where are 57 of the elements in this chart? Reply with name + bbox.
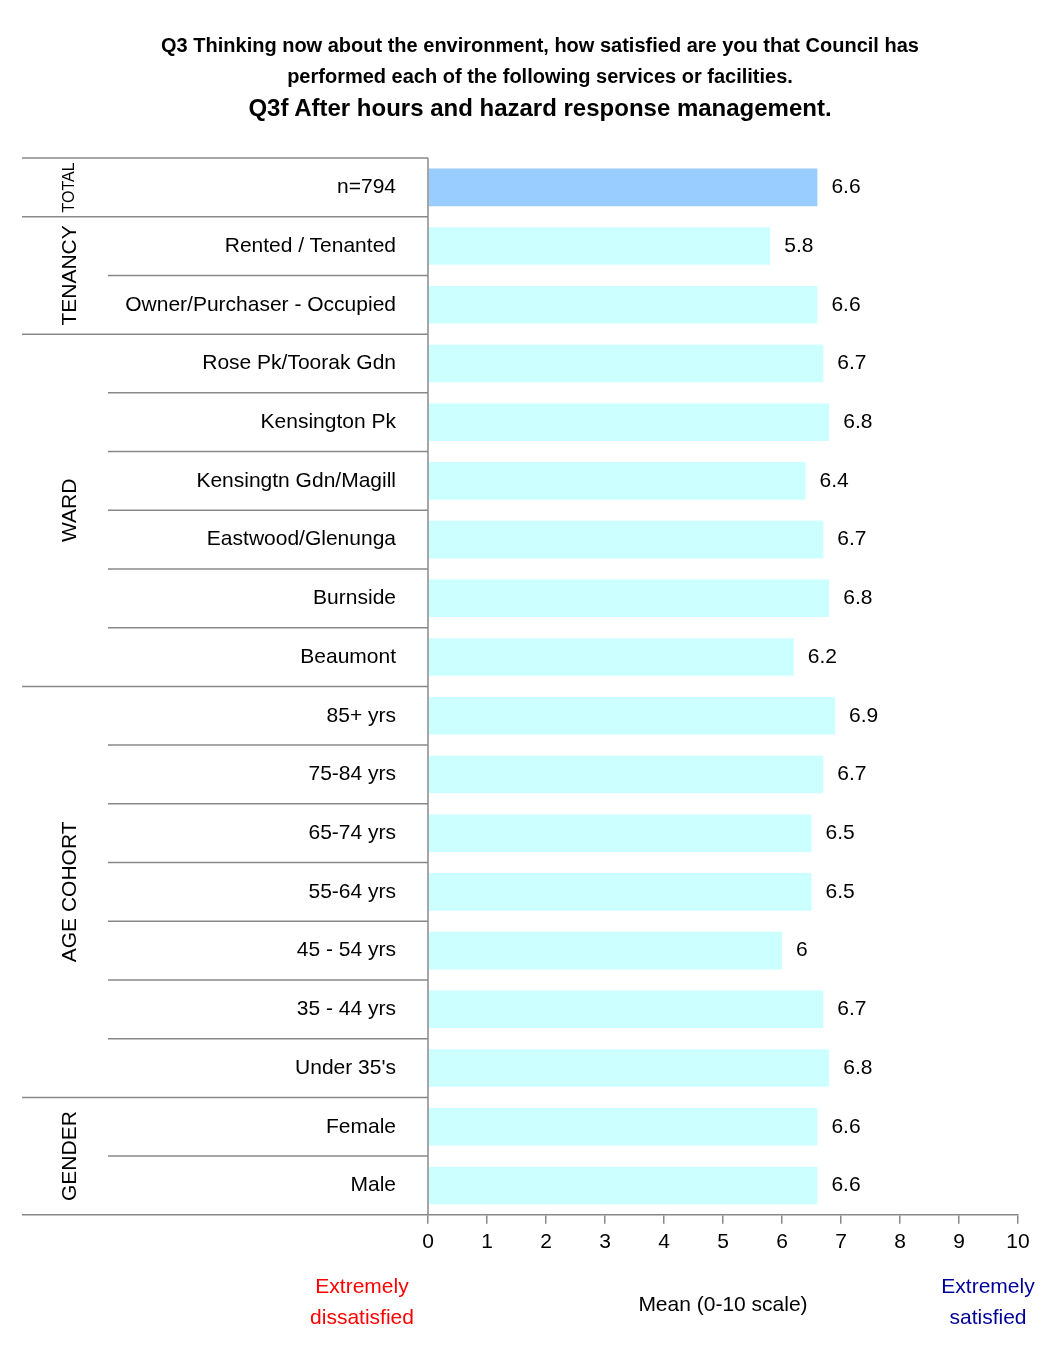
x-axis-title: Mean (0-10 scale) xyxy=(638,1291,808,1315)
y-tick-label: 35 - 44 yrs xyxy=(296,996,396,1020)
data-label: 6.8 xyxy=(843,1054,873,1078)
data-label: 6.6 xyxy=(831,1172,861,1196)
data-label: 6.7 xyxy=(837,761,867,785)
x-tick-label: 10 xyxy=(1006,1229,1030,1253)
text: TENANCY xyxy=(56,225,80,326)
data-label: 6.8 xyxy=(843,409,873,432)
text: Extremely dissatisfied xyxy=(310,1273,414,1328)
data-label: 6.4 xyxy=(819,467,850,491)
text: Extremely satisfied xyxy=(941,1273,1036,1328)
data-label: 6.5 xyxy=(825,878,855,902)
text: WARD xyxy=(56,478,80,542)
text: AGE COHORT xyxy=(56,821,80,963)
x-tick-label: 9 xyxy=(953,1229,965,1253)
y-tick-label: Rose Pk/Toorak Gdn xyxy=(202,350,396,374)
y-tick-label: 45 - 54 yrs xyxy=(296,937,396,961)
y-tick-label: 75-84 yrs xyxy=(308,761,396,785)
y-tick-label: Kensington Pk xyxy=(260,409,397,432)
data-label: 6.6 xyxy=(831,291,861,315)
data-label: 5.8 xyxy=(784,232,814,256)
x-tick-label: 0 xyxy=(422,1229,434,1253)
data-label: 6 xyxy=(796,937,808,961)
data-label: 6.9 xyxy=(849,702,879,726)
data-label: 6.2 xyxy=(807,643,837,667)
chart-subtitle: Q3f After hours and hazard response management. xyxy=(247,94,833,122)
data-label: 6.7 xyxy=(837,350,867,374)
text: GENDER xyxy=(56,1111,80,1202)
y-tick-label: Under 35's xyxy=(295,1054,396,1078)
data-label: 6.7 xyxy=(837,996,867,1020)
data-label: 6.6 xyxy=(831,174,861,198)
data-label: 6.8 xyxy=(843,585,873,609)
y-tick-label: 65-74 yrs xyxy=(308,819,396,843)
y-tick-label: Rented / Tenanted xyxy=(224,232,396,256)
y-tick-label: 55-64 yrs xyxy=(308,878,396,902)
x-tick-label: 1 xyxy=(481,1229,493,1253)
text: TOTAL xyxy=(60,162,78,213)
x-tick-label: 8 xyxy=(894,1229,906,1253)
x-tick-label: 6 xyxy=(776,1229,788,1253)
data-label: 6.5 xyxy=(825,819,855,843)
x-tick-label: 3 xyxy=(599,1229,611,1253)
y-tick-label: Owner/Purchaser - Occupied xyxy=(125,291,396,315)
y-tick-label: Kensingtn Gdn/Magill xyxy=(196,467,396,491)
data-label: 6.7 xyxy=(837,526,867,550)
y-tick-label: Beaumont xyxy=(300,643,397,667)
y-tick-label: Eastwood/Glenunga xyxy=(206,526,397,550)
x-tick-label: 2 xyxy=(540,1229,552,1253)
chart-title: Q3 Thinking now about the environment, how satisfied are you that Council has performed each of the following services or facilities. xyxy=(160,33,920,89)
y-tick-label: 85+ yrs xyxy=(326,702,396,726)
y-tick-label: Female xyxy=(325,1113,396,1137)
y-tick-label: Burnside xyxy=(313,585,396,609)
y-tick-label: Male xyxy=(350,1172,396,1196)
data-label: 6.6 xyxy=(831,1113,861,1137)
x-tick-label: 4 xyxy=(658,1229,671,1253)
x-tick-label: 5 xyxy=(717,1229,729,1253)
y-tick-label: n=794 xyxy=(337,174,397,198)
x-tick-label: 7 xyxy=(835,1229,847,1253)
